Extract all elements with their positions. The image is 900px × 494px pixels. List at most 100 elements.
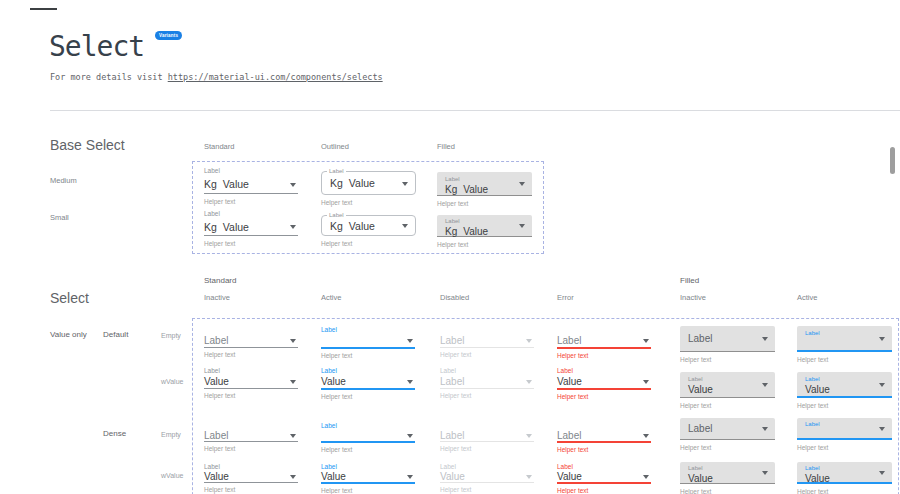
select-value: Value	[349, 177, 375, 189]
page-title: Select	[49, 30, 144, 63]
dropdown-arrow-icon	[526, 475, 532, 479]
helper-text: Helper text	[557, 446, 651, 454]
base-filled-small-select: Label KgValue Helper text	[437, 215, 532, 249]
select-input[interactable]: Label	[680, 326, 775, 352]
select-value: Value	[457, 184, 488, 195]
dropdown-arrow-icon	[519, 224, 525, 228]
select-placeholder: Label	[680, 423, 712, 434]
state-inactive-filled: Inactive	[680, 293, 706, 302]
dropdown-arrow-icon	[526, 380, 532, 384]
dropdown-arrow-icon	[643, 339, 649, 343]
select-input[interactable]: Label	[797, 326, 892, 352]
select-standard-disabled-wvalue: Label Label Helper text	[440, 366, 534, 400]
select-input[interactable]: Kg Value	[204, 218, 298, 236]
vertical-scrollbar-thumb[interactable]	[890, 147, 895, 174]
select-label: Label	[204, 366, 298, 375]
base-select-heading: Base Select	[50, 137, 125, 153]
select-input[interactable]: Label	[557, 430, 651, 443]
select-input[interactable]: Label Value	[797, 372, 892, 398]
variants-badge: Variants	[155, 31, 182, 40]
label-spacer	[557, 325, 651, 334]
select-value: Value	[457, 226, 488, 237]
helper-text: Helper text	[557, 393, 651, 401]
select-input[interactable]: Label	[557, 334, 651, 349]
select-input[interactable]: Label	[680, 418, 775, 440]
select-input[interactable]: Label KgValue	[437, 215, 532, 237]
helper-text: Helper text	[440, 486, 534, 494]
density-default: Default	[103, 330, 128, 339]
select-input[interactable]	[321, 430, 415, 443]
select-filled-inactive-empty-dense: Label Helper text	[680, 418, 775, 452]
helper-text: Helper text	[680, 488, 775, 494]
select-label: Label	[204, 462, 298, 471]
select-input[interactable]: Value	[204, 471, 298, 483]
select-value: Value	[223, 221, 249, 233]
select-standard-active-empty: Label Helper text	[321, 325, 415, 360]
helper-text: Helper text	[204, 392, 298, 400]
select-input[interactable]: Label	[440, 430, 534, 442]
subtitle: For more details visit https://material-…	[50, 72, 383, 82]
select-input[interactable]: Value	[557, 471, 651, 484]
select-value: Value	[797, 384, 892, 395]
select-input[interactable]: Label	[204, 430, 298, 442]
select-value: Value	[321, 471, 346, 482]
dropdown-arrow-icon	[407, 434, 413, 438]
dropdown-arrow-icon	[879, 337, 885, 341]
select-input[interactable]: Label	[440, 375, 534, 389]
dropdown-arrow-icon	[879, 383, 885, 387]
select-input[interactable]: Value	[321, 471, 415, 484]
select-standard-inactive-wvalue: Label Value Helper text	[204, 366, 298, 400]
helper-text: Helper text	[557, 352, 651, 360]
dropdown-arrow-icon	[762, 427, 768, 431]
select-input[interactable]: Value	[204, 375, 298, 389]
base-row-small: Small	[50, 213, 69, 222]
row-wvalue-default: wValue	[161, 378, 183, 385]
helper-text: Helper text	[797, 488, 892, 494]
top-left-dash	[30, 8, 57, 10]
select-placeholder: Label	[204, 430, 228, 441]
select-input[interactable]: Label	[440, 334, 534, 348]
select-standard-error-empty: Label Helper text	[557, 325, 651, 360]
select-standard-disabled-empty: Label Helper text	[440, 325, 534, 359]
select-input[interactable]: Label Kg Value	[321, 215, 416, 236]
select-input[interactable]: Label Value	[680, 462, 775, 484]
select-input[interactable]: Label Value	[680, 372, 775, 398]
dropdown-arrow-icon	[879, 427, 885, 431]
select-input[interactable]: Kg Value	[204, 175, 298, 194]
select-standard-error-wvalue: Label Value Helper text	[557, 366, 651, 401]
select-label: Label	[440, 366, 534, 375]
helper-text: Helper text	[204, 240, 298, 248]
select-input[interactable]: Value	[440, 471, 534, 483]
helper-text: Helper text	[437, 241, 532, 249]
select-input[interactable]	[321, 334, 415, 349]
select-value: Value	[440, 471, 465, 482]
select-input[interactable]: Value	[557, 375, 651, 390]
helper-text: Helper text	[680, 402, 775, 410]
select-label: Label	[321, 366, 415, 375]
select-placeholder: Label	[557, 430, 581, 441]
header-divider	[50, 110, 900, 111]
select-input[interactable]: Label KgValue	[437, 172, 532, 196]
select-input[interactable]: Label Value	[797, 462, 892, 484]
row-wvalue-dense: wValue	[161, 472, 183, 479]
subtitle-text: For more details visit	[50, 72, 168, 82]
base-outlined-small-select: Label Kg Value Helper text	[321, 215, 416, 248]
select-input[interactable]: Label	[204, 334, 298, 348]
state-disabled: Disabled	[440, 293, 469, 302]
select-input[interactable]: Label	[797, 418, 892, 440]
helper-text: Helper text	[557, 487, 651, 494]
select-placeholder: Label	[204, 335, 228, 346]
select-input[interactable]: Value	[321, 375, 415, 390]
select-heading: Select	[50, 290, 89, 306]
select-placeholder: Label	[440, 335, 464, 346]
helper-text: Helper text	[321, 240, 416, 248]
helper-text: Helper text	[797, 402, 892, 410]
select-label: Label	[797, 418, 892, 428]
select-standard-active-wvalue: Label Value Helper text	[321, 366, 415, 401]
material-ui-link[interactable]: https://material-ui.com/components/selec…	[168, 72, 383, 82]
select-filled-inactive-wvalue-dense: Label Value Helper text	[680, 462, 775, 494]
select-value: Value	[204, 376, 229, 387]
density-dense: Dense	[103, 429, 126, 438]
select-input[interactable]: Label Kg Value	[321, 171, 416, 195]
base-row-medium: Medium	[50, 176, 77, 185]
